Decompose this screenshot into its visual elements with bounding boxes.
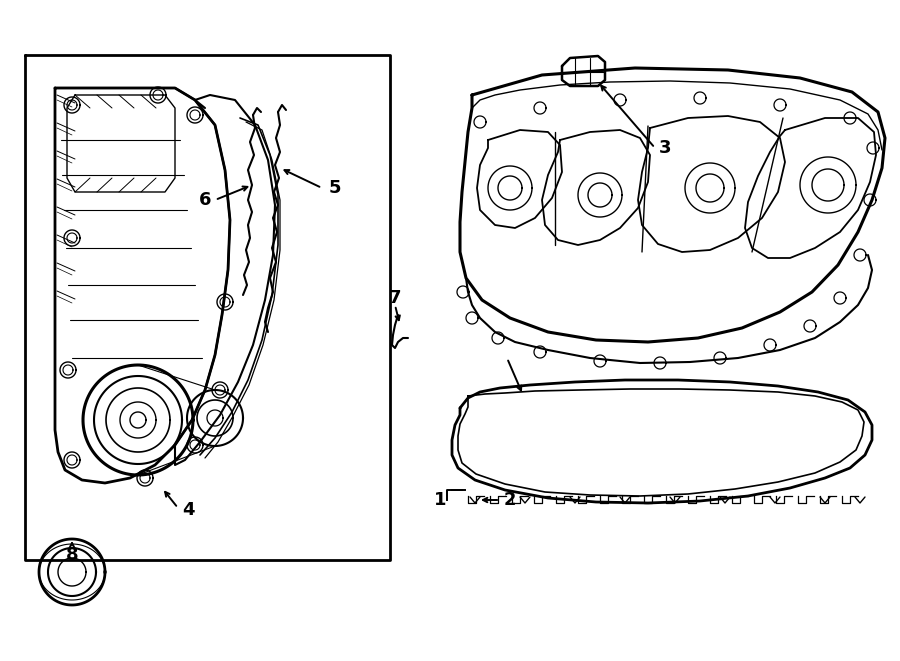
Text: 5: 5 [328, 179, 341, 197]
Text: 8: 8 [66, 546, 78, 564]
Text: 7: 7 [389, 289, 401, 307]
Text: 1: 1 [434, 491, 446, 509]
Text: 2: 2 [504, 491, 517, 509]
Text: 6: 6 [199, 191, 212, 209]
Text: 3: 3 [659, 139, 671, 157]
Text: 4: 4 [182, 501, 194, 519]
